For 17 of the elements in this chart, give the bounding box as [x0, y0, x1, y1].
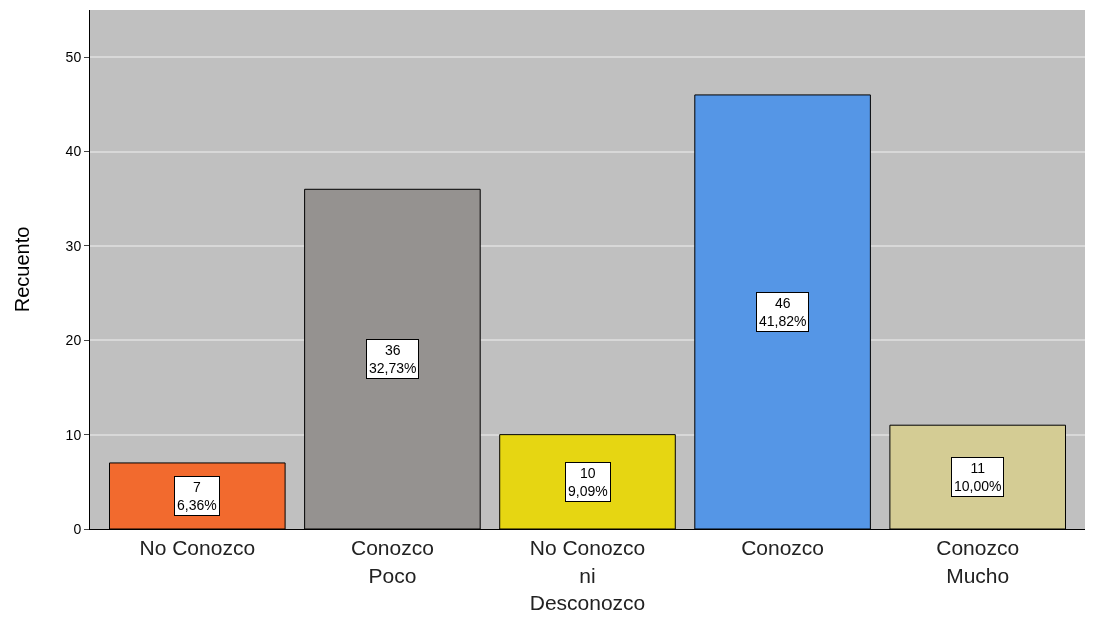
data-label: 11 10,00% — [954, 460, 1002, 495]
x-tick-label: Conozco — [741, 536, 825, 560]
y-tick-label: 30 — [65, 237, 82, 254]
x-tick-label: Conozco Poco — [350, 536, 434, 587]
data-label: 36 32,73% — [369, 342, 417, 377]
y-tick-label: 50 — [65, 49, 82, 66]
y-axis-title: Recuento — [11, 226, 34, 313]
y-tick-label: 40 — [65, 143, 82, 160]
x-tick-label: Conozco Mucho — [936, 536, 1020, 587]
data-label: 46 41,82% — [759, 295, 807, 330]
y-tick-label: 10 — [65, 426, 82, 443]
x-tick-label: No Conozco — [139, 536, 256, 560]
y-tick-label: 20 — [65, 332, 82, 349]
data-label: 7 6,36% — [177, 479, 217, 514]
y-tick-label: 0 — [73, 520, 82, 537]
data-label: 10 9,09% — [568, 465, 608, 500]
x-tick-label: No Conozco ni Desconozco — [529, 536, 646, 614]
